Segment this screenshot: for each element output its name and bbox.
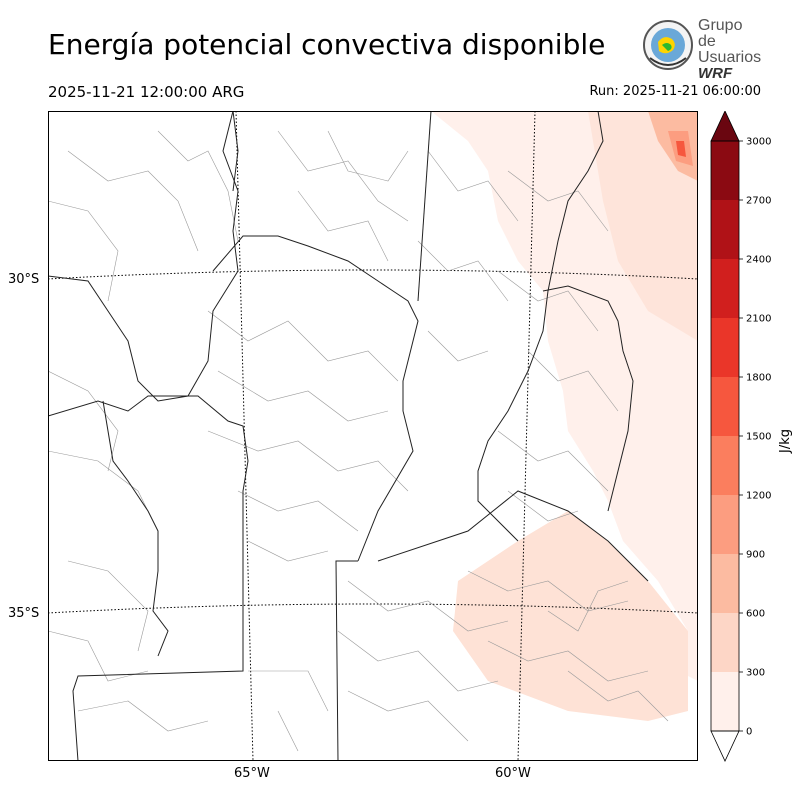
lat-label-35s: 35°S <box>8 606 40 621</box>
colorbar-tick-label: 900 <box>746 550 765 561</box>
colorbar-bin <box>711 613 739 672</box>
lon-label-65w: 65°W <box>234 766 270 781</box>
colorbar-tick-label: 3000 <box>746 137 771 148</box>
colorbar-tick-label: 300 <box>746 668 765 679</box>
colorbar-tick-label: 1500 <box>746 432 771 443</box>
colorbar-bin <box>711 377 739 436</box>
logo-line-2: Usuarios <box>698 49 762 66</box>
colorbar-tick-label: 1800 <box>746 373 771 384</box>
colorbar-tick-label: 2100 <box>746 314 771 325</box>
colorbar-extend-max <box>710 111 740 142</box>
colorbar-tick-label: 2700 <box>746 196 771 207</box>
colorbar-bin <box>711 259 739 318</box>
colorbar-extend-min <box>710 730 740 762</box>
map-title: Energía potencial convectiva disponible <box>48 28 606 61</box>
lon-label-60w: 60°W <box>495 766 531 781</box>
logo-text: Grupo de Usuarios WRF <box>698 18 761 82</box>
colorbar-bin <box>711 672 739 731</box>
logo-line-3: WRF <box>698 65 733 82</box>
colorbar-tick-label: 600 <box>746 609 765 620</box>
colorbar-bin <box>711 495 739 554</box>
colorbar-bin <box>711 436 739 495</box>
colorbar: 0 300 600 900 1200 1500 1800 2100 2400 2700 3000 J… <box>710 111 793 762</box>
colorbar-tick-label: 1200 <box>746 491 771 502</box>
valid-time: 2025-11-21 12:00:00 ARG <box>48 83 245 101</box>
logo-globe-icon <box>643 20 693 70</box>
colorbar-bin <box>711 554 739 613</box>
run-time: Run: 2025-11-21 06:00:00 <box>589 84 761 99</box>
province-boundaries <box>48 111 649 761</box>
lat-label-30s: 30°S <box>8 272 40 287</box>
colorbar-bin <box>711 318 739 377</box>
colorbar-tick-label: 2400 <box>746 255 771 266</box>
colorbar-bin <box>711 141 739 200</box>
cape-shading <box>431 111 698 721</box>
department-boundaries <box>48 130 669 752</box>
colorbar-tick-label: 0 <box>746 727 752 738</box>
logo-line-1: Grupo de <box>698 17 743 50</box>
cape-map <box>48 111 698 761</box>
graticule <box>48 111 698 761</box>
colorbar-unit-label: J/kg <box>778 429 793 454</box>
colorbar-bin <box>711 200 739 259</box>
map-frame <box>48 111 698 761</box>
wrf-users-logo: Grupo de Usuarios WRF <box>640 18 761 82</box>
